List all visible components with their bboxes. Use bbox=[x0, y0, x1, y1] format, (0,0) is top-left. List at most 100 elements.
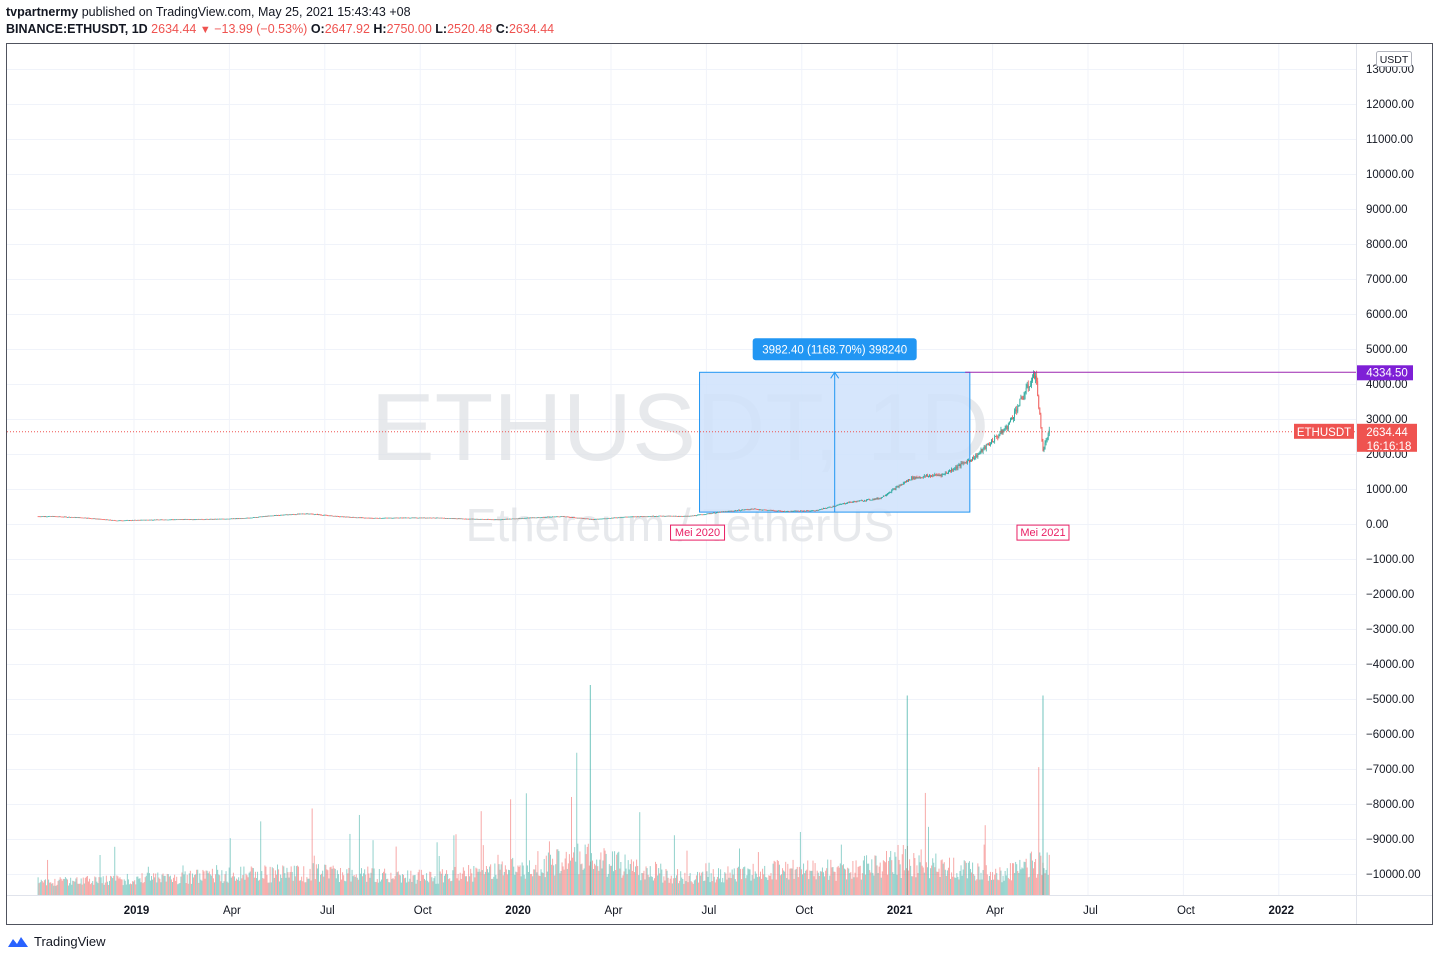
candle-body bbox=[419, 517, 421, 519]
candle-body bbox=[215, 518, 216, 520]
candle-body bbox=[875, 498, 877, 500]
currency-badge[interactable]: USDT bbox=[1376, 51, 1412, 67]
candle-body bbox=[515, 518, 517, 520]
volume-bar bbox=[314, 879, 316, 895]
candle-body bbox=[959, 464, 961, 467]
author-name[interactable]: tvpartnermy bbox=[6, 5, 79, 19]
volume-bar bbox=[494, 863, 496, 895]
candle-body bbox=[726, 511, 728, 513]
candle-body bbox=[870, 499, 872, 501]
candle-body bbox=[373, 518, 375, 519]
candle-body bbox=[645, 516, 647, 518]
candle-body bbox=[146, 519, 148, 521]
volume-bar bbox=[287, 872, 289, 895]
candle-body bbox=[582, 518, 584, 520]
candle-body bbox=[1005, 425, 1007, 429]
volume-bar bbox=[970, 868, 971, 895]
candle-body bbox=[286, 514, 288, 516]
volume-bar bbox=[704, 880, 706, 895]
candle-body bbox=[311, 513, 313, 515]
volume-bar bbox=[805, 870, 807, 895]
candle-body bbox=[691, 515, 693, 517]
candle-body bbox=[952, 469, 954, 471]
volume-bar bbox=[80, 878, 82, 895]
candle-body bbox=[486, 519, 487, 521]
candle-body bbox=[507, 518, 508, 520]
candle-body bbox=[191, 519, 192, 520]
tradingview-brand[interactable]: TradingView bbox=[6, 934, 106, 949]
candle-body bbox=[838, 504, 840, 506]
volume-bar bbox=[608, 864, 610, 895]
candle-body bbox=[354, 517, 356, 519]
volume-bar bbox=[464, 876, 466, 895]
volume-bar bbox=[909, 859, 911, 895]
volume-bar bbox=[468, 865, 470, 895]
candle-body bbox=[1042, 441, 1044, 451]
candle-body bbox=[1004, 428, 1006, 430]
candle-body bbox=[217, 518, 219, 520]
candle-body bbox=[572, 517, 573, 518]
candle-body bbox=[780, 510, 781, 512]
candle-body bbox=[502, 519, 504, 520]
volume-bar bbox=[240, 866, 242, 895]
volume-bar bbox=[520, 876, 522, 895]
volume-bar bbox=[262, 878, 264, 895]
volume-bar bbox=[598, 870, 600, 895]
volume-bar bbox=[336, 870, 338, 895]
candle-body bbox=[517, 518, 519, 520]
candle-body bbox=[682, 516, 684, 518]
volume-bar bbox=[898, 859, 900, 895]
volume-bar bbox=[349, 833, 351, 895]
volume-bar bbox=[243, 866, 245, 895]
volume-bar bbox=[152, 879, 154, 895]
volume-bar bbox=[959, 871, 961, 895]
candle-body bbox=[459, 518, 461, 520]
candle-body bbox=[233, 518, 234, 520]
candle-body bbox=[226, 518, 228, 520]
candle-body bbox=[529, 517, 530, 519]
volume-bar bbox=[964, 861, 966, 895]
candle-body bbox=[983, 446, 985, 449]
volume-bar bbox=[886, 850, 887, 895]
price-tick: −9000.00 bbox=[1366, 834, 1414, 846]
candle-body bbox=[895, 487, 897, 490]
candle-body bbox=[571, 517, 572, 519]
volume-bar bbox=[436, 842, 438, 895]
volume-bar bbox=[901, 854, 903, 895]
volume-bar bbox=[203, 871, 205, 895]
volume-bar bbox=[831, 867, 833, 895]
volume-bar bbox=[366, 881, 368, 895]
volume-bar bbox=[290, 866, 292, 895]
volume-bar bbox=[273, 877, 275, 895]
volume-bar bbox=[46, 885, 47, 895]
volume-bar bbox=[770, 873, 772, 895]
candle-body bbox=[960, 462, 962, 467]
candle-body bbox=[56, 516, 58, 518]
candle-body bbox=[750, 508, 752, 510]
volume-bar bbox=[48, 879, 50, 895]
candle-body bbox=[188, 519, 190, 521]
candle-body bbox=[684, 515, 686, 517]
candle-body bbox=[347, 516, 349, 518]
candle-body bbox=[731, 510, 733, 512]
candle-body bbox=[690, 515, 692, 517]
volume-bar bbox=[839, 863, 841, 895]
candle-body bbox=[1008, 421, 1010, 425]
volume-bar bbox=[918, 855, 920, 895]
candle-body bbox=[466, 518, 467, 520]
candle-body bbox=[812, 510, 814, 512]
candle-body bbox=[545, 516, 547, 518]
candle-body bbox=[576, 517, 578, 519]
volume-bar bbox=[1040, 855, 1042, 895]
candle-body bbox=[174, 519, 175, 521]
volume-bar bbox=[769, 875, 771, 895]
candle-body bbox=[308, 513, 310, 515]
candle-body bbox=[660, 515, 662, 517]
volume-bar bbox=[173, 877, 175, 895]
candle-body bbox=[75, 517, 77, 519]
candle-body bbox=[633, 516, 634, 518]
candle-body bbox=[804, 510, 805, 512]
volume-bar bbox=[763, 874, 765, 895]
candle-body bbox=[131, 520, 132, 522]
